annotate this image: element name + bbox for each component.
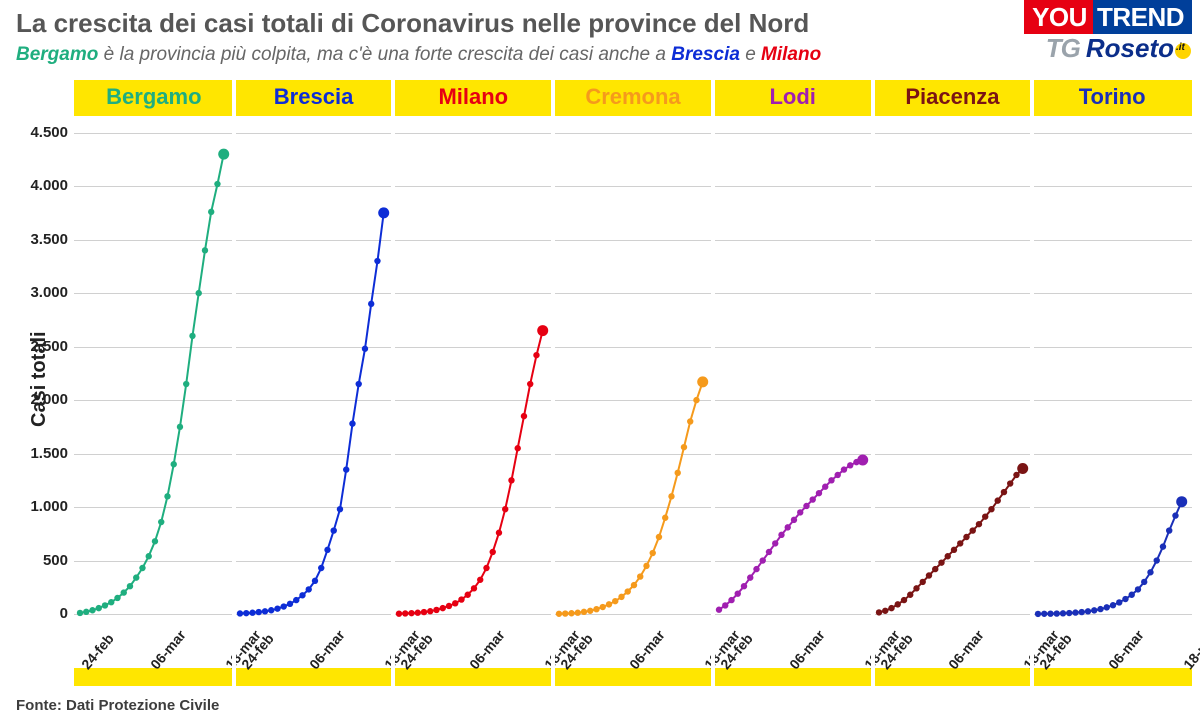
- panel-torino: Torino24-feb06-mar18-mar: [1032, 80, 1192, 686]
- panel-divider: [232, 80, 236, 686]
- panel-divider: [1030, 80, 1034, 686]
- panel-divider: [871, 80, 875, 686]
- logos: YOUTREND TGRoseto: [1024, 4, 1192, 64]
- line-chart: [873, 80, 1033, 686]
- panel-divider: [551, 80, 555, 686]
- panel-lodi: Lodi24-feb06-mar18-mar: [713, 80, 873, 686]
- line-chart: [1032, 80, 1192, 686]
- line-chart: [393, 80, 553, 686]
- logo-tgroseto: TGRoseto: [1024, 33, 1192, 64]
- line-chart: [74, 80, 234, 686]
- panel-bergamo: Bergamo24-feb06-mar18-mar: [74, 80, 234, 686]
- panel-milano: Milano24-feb06-mar18-mar: [393, 80, 553, 686]
- source-label: Fonte: Dati Protezione Civile: [16, 697, 219, 714]
- dot-it-icon: [1175, 43, 1191, 59]
- infographic-root: { "title": "La crescita dei casi totali …: [0, 0, 1200, 720]
- panel-piacenza: Piacenza24-feb06-mar18-mar: [873, 80, 1033, 686]
- line-chart: [553, 80, 713, 686]
- line-chart: [713, 80, 873, 686]
- panel-cremona: Cremona24-feb06-mar18-mar: [553, 80, 713, 686]
- line-chart: [234, 80, 394, 686]
- panel-brescia: Brescia24-feb06-mar18-mar: [234, 80, 394, 686]
- logo-youtrend: YOUTREND: [1024, 4, 1192, 30]
- chart-title: La crescita dei casi totali di Coronavir…: [16, 8, 809, 39]
- panels-container: Bergamo24-feb06-mar18-marBrescia24-feb06…: [12, 80, 1192, 686]
- charts-area: Bergamo24-feb06-mar18-marBrescia24-feb06…: [12, 80, 1192, 686]
- chart-subtitle: Bergamo è la provincia più colpita, ma c…: [16, 44, 821, 66]
- panel-divider: [711, 80, 715, 686]
- panel-divider: [391, 80, 395, 686]
